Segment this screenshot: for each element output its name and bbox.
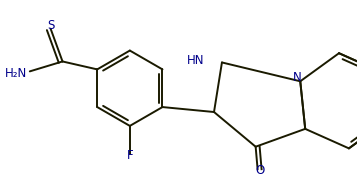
Text: H₂N: H₂N bbox=[5, 67, 27, 80]
Text: S: S bbox=[47, 19, 54, 32]
Text: O: O bbox=[255, 164, 264, 177]
Text: N: N bbox=[293, 71, 302, 84]
Text: HN: HN bbox=[187, 54, 204, 67]
Text: F: F bbox=[126, 149, 133, 162]
